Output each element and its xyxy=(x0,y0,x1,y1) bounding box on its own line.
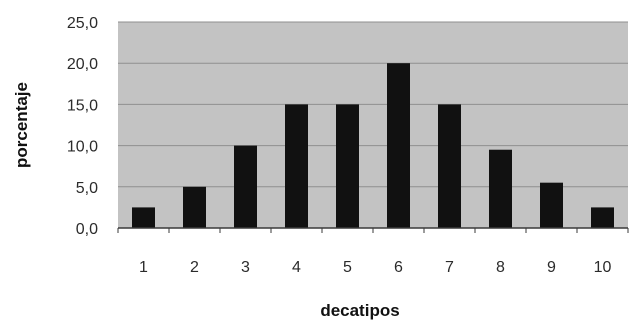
bar-2 xyxy=(183,186,206,228)
y-tick-label: 20,0 xyxy=(67,56,98,73)
y-tick-label: 0,0 xyxy=(76,221,98,238)
x-tick-label: 10 xyxy=(594,259,612,276)
x-tick-label: 6 xyxy=(394,259,403,276)
x-tick-label: 2 xyxy=(190,259,199,276)
y-tick-label: 5,0 xyxy=(76,180,98,197)
x-tick-label: 9 xyxy=(547,259,556,276)
y-axis-tick-labels: 0,0 5,0 10,0 15,0 20,0 25,0 xyxy=(67,15,98,238)
bar-9 xyxy=(540,182,563,228)
x-tick-label: 8 xyxy=(496,259,505,276)
bar-6 xyxy=(387,63,410,229)
bar-7 xyxy=(438,104,461,228)
x-tick-label: 1 xyxy=(139,259,148,276)
bar-4 xyxy=(285,104,308,228)
x-axis-ticks xyxy=(117,228,629,233)
y-axis-title: porcentaje xyxy=(12,82,31,168)
bar-5 xyxy=(336,104,359,228)
x-tick-label: 4 xyxy=(292,259,301,276)
x-tick-label: 7 xyxy=(445,259,454,276)
bars xyxy=(132,63,614,229)
x-tick-label: 3 xyxy=(241,259,250,276)
bar-1 xyxy=(132,207,155,228)
x-axis-tick-labels: 1 2 3 4 5 6 7 8 9 10 xyxy=(139,259,611,276)
y-tick-label: 15,0 xyxy=(67,97,98,114)
y-tick-label: 10,0 xyxy=(67,139,98,156)
x-axis-title: decatipos xyxy=(320,301,399,320)
bar-10 xyxy=(591,207,614,228)
bar-8 xyxy=(489,149,512,228)
bar-3 xyxy=(234,145,257,228)
x-tick-label: 5 xyxy=(343,259,352,276)
y-tick-label: 25,0 xyxy=(67,15,98,32)
